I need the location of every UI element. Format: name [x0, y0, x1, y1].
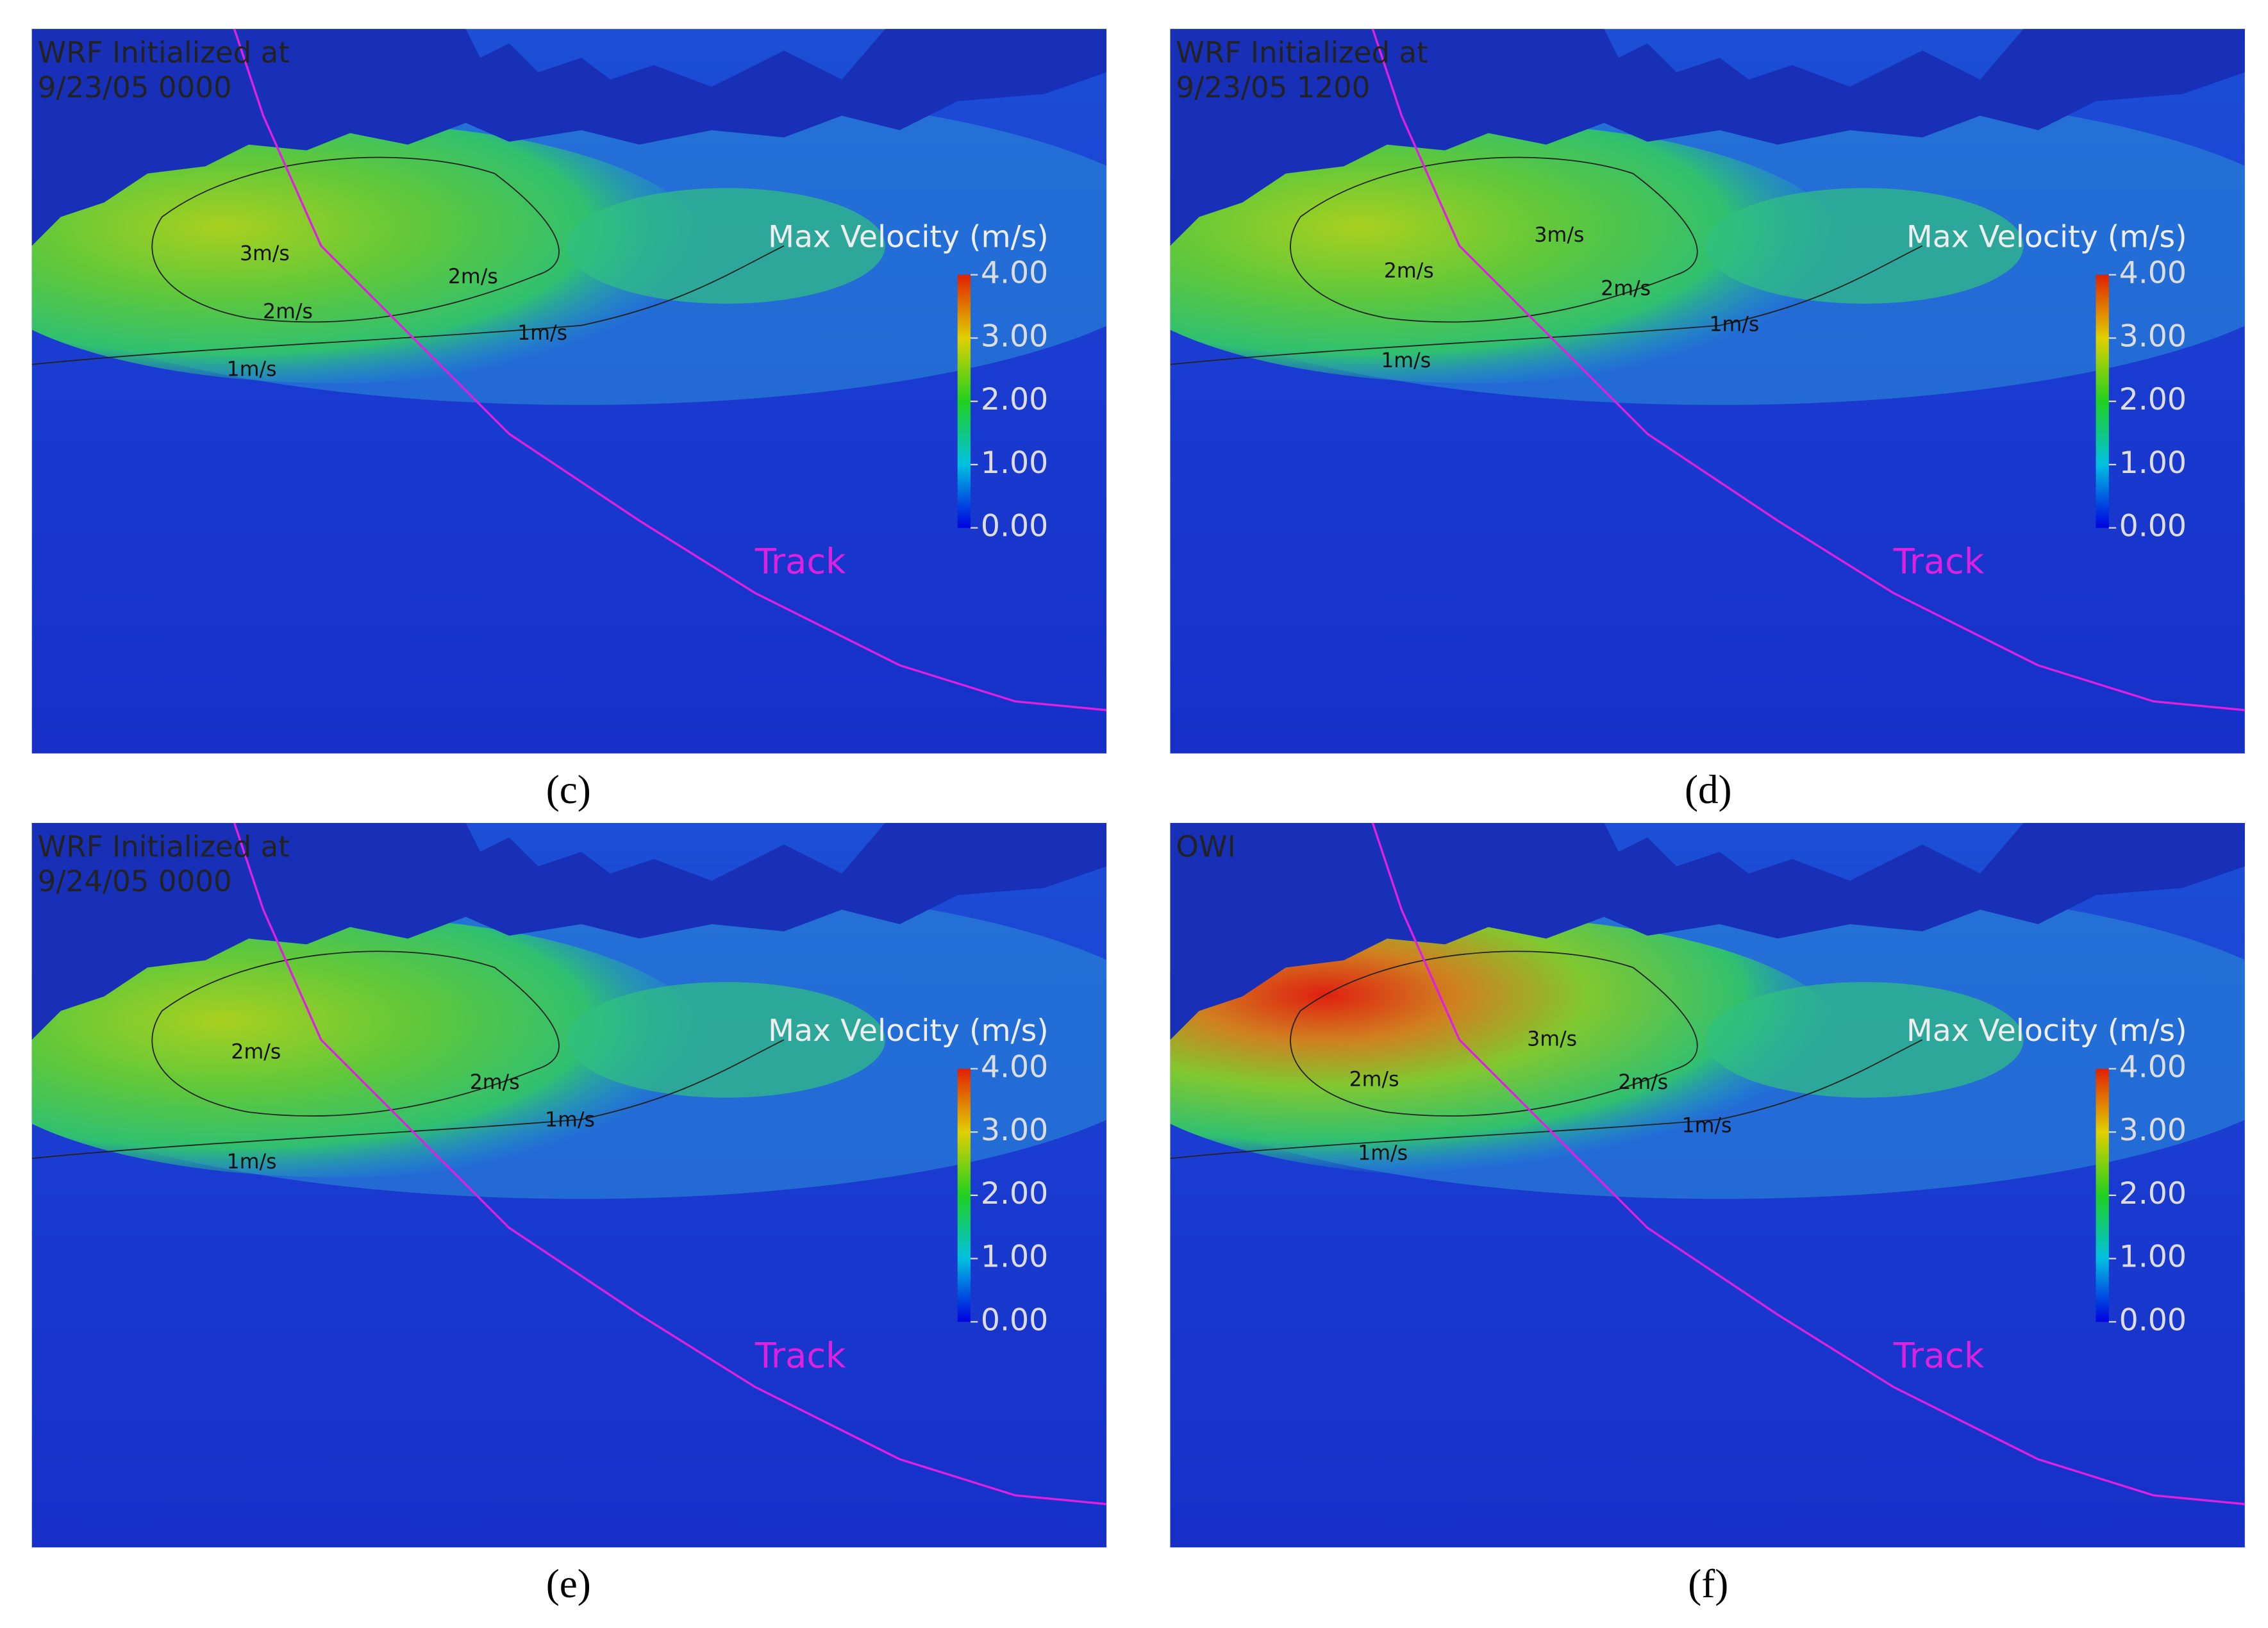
contour-label: 1m/s	[1682, 1115, 1732, 1138]
colorbar-tick-label: 3.00	[981, 1113, 1048, 1148]
colorbar	[2096, 274, 2109, 528]
map-panel: WRF Initialized at9/23/05 0000 3m/s 2m/s 2m…	[31, 29, 1107, 754]
colorbar-title: Max Velocity (m/s)	[768, 1013, 1049, 1049]
contour-label: 2m/s	[1618, 1071, 1668, 1094]
colorbar	[957, 1068, 971, 1322]
velocity-field-east	[567, 188, 885, 304]
velocity-field-east	[567, 982, 885, 1098]
velocity-field-east	[1705, 188, 2024, 304]
colorbar-tick-label: 3.00	[2119, 319, 2187, 354]
colorbar-tick-label: 0.00	[981, 1302, 1048, 1338]
colorbar-tick-label: 4.00	[981, 1049, 1048, 1084]
contour-label: 2m/s	[231, 1041, 281, 1064]
colorbar-tick-label: 0.00	[2119, 509, 2187, 544]
colorbar-tick-label: 4.00	[981, 256, 1048, 291]
land	[31, 822, 1107, 1040]
contour-label: 3m/s	[240, 242, 290, 265]
colorbar-title: Max Velocity (m/s)	[768, 219, 1049, 254]
colorbar-tick-label: 1.00	[2119, 445, 2187, 481]
contour-1	[1170, 1039, 1923, 1159]
contour-1	[31, 1039, 785, 1159]
colorbar-title: Max Velocity (m/s)	[1906, 1013, 2187, 1049]
contour-label: 1m/s	[227, 358, 277, 381]
contour-label: 2m/s	[263, 300, 313, 323]
colorbar-tick-label: 2.00	[981, 382, 1048, 417]
panel-label: (d)	[1685, 767, 1732, 812]
colorbar	[2096, 1068, 2109, 1322]
header-text: 9/23/05 0000	[38, 71, 232, 104]
contour-label: 2m/s	[1349, 1068, 1399, 1092]
header-text: 9/23/05 1200	[1176, 71, 1370, 104]
track	[1371, 822, 2245, 1506]
track-label: Track	[755, 542, 846, 582]
header-text: WRF Initialized at	[1176, 36, 1428, 70]
header-text: WRF Initialized at	[38, 36, 290, 70]
panel-label: (c)	[546, 767, 591, 812]
header-text: 9/24/05 0000	[38, 865, 232, 899]
colorbar-title: Max Velocity (m/s)	[1906, 219, 2187, 254]
track-label: Track	[1893, 1335, 1985, 1375]
colorbar-tick-label: 1.00	[981, 1240, 1048, 1275]
map-body	[31, 29, 1107, 754]
contour-label: 1m/s	[545, 1109, 595, 1132]
map-panel: WRF Initialized at9/23/05 1200 3m/s 2m/s 2m…	[1170, 29, 2245, 754]
colorbar	[957, 274, 971, 528]
map-body	[1170, 822, 2245, 1548]
map-panel: WRF Initialized at9/24/05 0000 2m/s 2m/s 1m…	[31, 822, 1107, 1548]
colorbar-tick-label: 2.00	[981, 1176, 1048, 1211]
map-panel: OWI 3m/s 2m/s 2m/s 1m/s 1m/s Max Velocity (m/s…	[1170, 822, 2245, 1548]
contour-2	[1290, 951, 1698, 1117]
contour-2	[151, 951, 560, 1117]
colorbar-tick-label: 3.00	[2119, 1113, 2187, 1148]
contour-label: 1m/s	[227, 1150, 277, 1174]
contour-label: 2m/s	[1601, 277, 1651, 300]
colorbar-tick-label: 2.00	[2119, 382, 2187, 417]
header-text: OWI	[1176, 829, 1235, 863]
colorbar-tick-label: 2.00	[2119, 1176, 2187, 1211]
contour-label: 2m/s	[470, 1071, 520, 1094]
header-text: WRF Initialized at	[38, 829, 290, 863]
track-label: Track	[1893, 542, 1985, 582]
panel-label: (f)	[1688, 1561, 1728, 1606]
colorbar-tick-label: 1.00	[2119, 1240, 2187, 1275]
colorbar-tick-label: 0.00	[981, 509, 1048, 544]
velocity-field	[1170, 917, 1850, 1177]
colorbar-tick-label: 3.00	[981, 319, 1048, 354]
contour-1	[31, 245, 785, 365]
contour-label: 1m/s	[1381, 349, 1431, 372]
colorbar-tick-label: 1.00	[981, 445, 1048, 481]
contour-1	[1170, 245, 1923, 365]
contour-2	[1290, 156, 1698, 323]
velocity-field	[1170, 122, 1850, 383]
map-body	[1170, 29, 2245, 754]
velocity-field	[31, 917, 712, 1177]
contour-label: 1m/s	[517, 322, 567, 345]
velocity-field-east	[1705, 982, 2024, 1098]
track-label: Track	[755, 1335, 846, 1375]
panel-label: (e)	[546, 1561, 591, 1606]
contour-label: 2m/s	[448, 265, 498, 288]
contour-label: 3m/s	[1527, 1027, 1577, 1051]
land	[1170, 29, 2245, 246]
contour-label: 1m/s	[1358, 1142, 1408, 1165]
contour-label: 2m/s	[1384, 260, 1434, 283]
colorbar-tick-label: 4.00	[2119, 1049, 2187, 1084]
colorbar-tick-label: 0.00	[2119, 1302, 2187, 1338]
track	[233, 822, 1107, 1506]
track	[1371, 29, 2245, 711]
velocity-field	[31, 122, 712, 383]
map-body	[31, 822, 1107, 1548]
contour-label: 1m/s	[1709, 313, 1759, 336]
contour-label: 3m/s	[1534, 224, 1584, 247]
colorbar-tick-label: 4.00	[2119, 256, 2187, 291]
contour-2	[151, 156, 560, 323]
land	[1170, 822, 2245, 1040]
track	[233, 29, 1107, 711]
land	[31, 29, 1107, 246]
